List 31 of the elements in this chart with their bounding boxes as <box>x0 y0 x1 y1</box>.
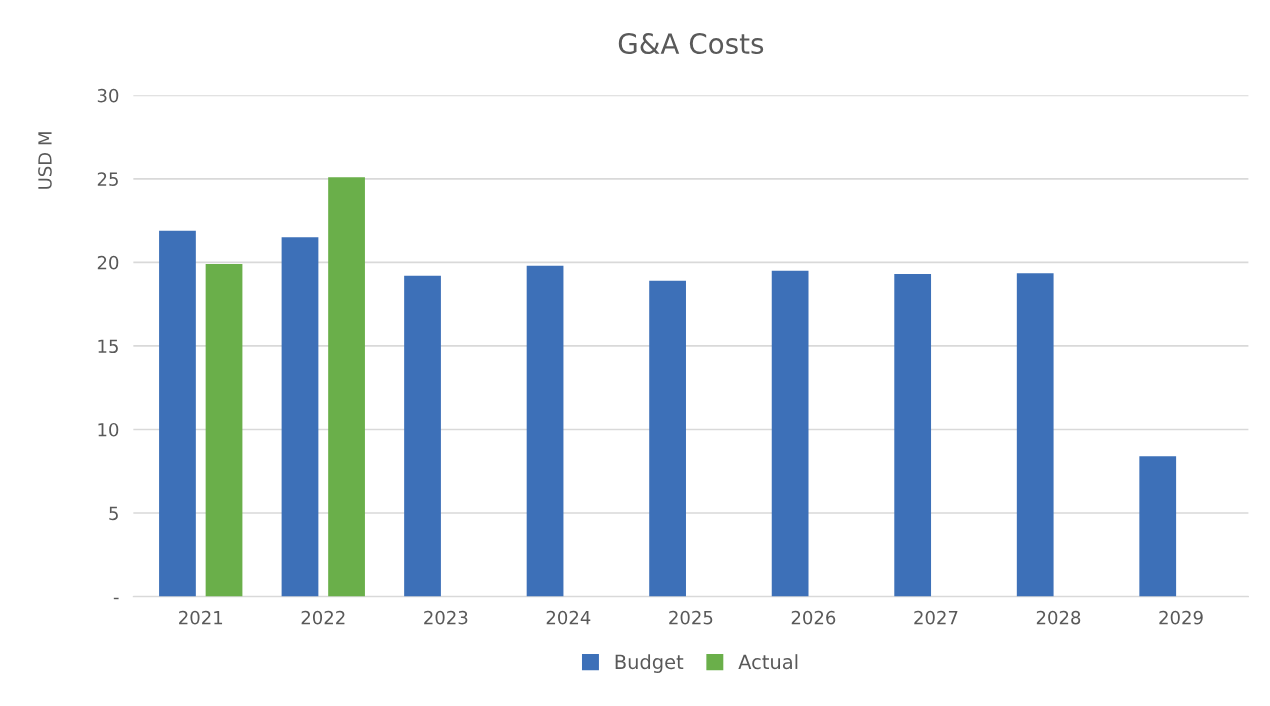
legend-label: Budget <box>615 654 684 673</box>
x-tick-label: 2022 <box>301 610 345 625</box>
y-tick-label: 15 <box>98 339 118 354</box>
bar <box>894 274 932 597</box>
y-tick-label: 30 <box>97 88 119 103</box>
y-tick-label: 20 <box>97 255 119 270</box>
bar <box>328 177 365 597</box>
bar <box>649 280 686 597</box>
x-tick-label: 2026 <box>791 610 836 625</box>
y-tick-label: - <box>113 597 119 600</box>
x-tick-label: 2027 <box>914 610 958 625</box>
y-tick-label: 10 <box>98 422 119 437</box>
chart-title: G&A Costs <box>618 33 764 55</box>
y-tick-label: 5 <box>109 506 118 521</box>
legend-label: Actual <box>738 654 798 670</box>
bar <box>1016 273 1054 597</box>
x-tick-label: 2024 <box>546 610 591 625</box>
x-tick-label: 2021 <box>179 610 223 625</box>
y-tick-label: 25 <box>97 172 118 186</box>
bar <box>404 275 441 597</box>
bar <box>205 264 243 597</box>
bar <box>526 265 564 597</box>
bar <box>771 270 809 597</box>
x-tick-label: 2023 <box>424 610 468 625</box>
bar <box>159 230 196 597</box>
x-tick-label: 2028 <box>1036 610 1081 625</box>
bar <box>281 237 319 597</box>
bar <box>1139 456 1177 597</box>
y-axis-title: USD M <box>38 132 52 189</box>
x-tick-label: 2029 <box>1159 610 1203 625</box>
x-tick-label: 2025 <box>669 610 713 625</box>
